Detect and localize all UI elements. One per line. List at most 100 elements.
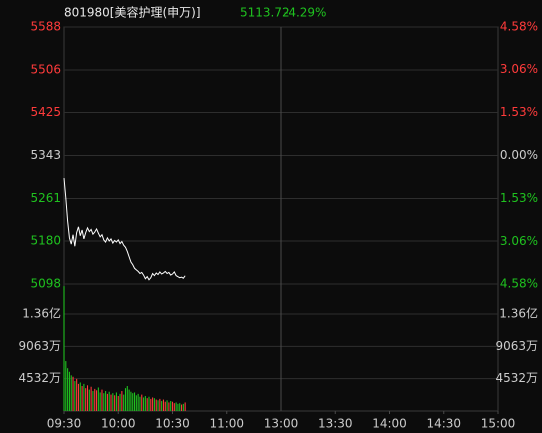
volume-bar: [81, 386, 83, 411]
volume-bar: [180, 404, 183, 411]
y-tick-label: 5588: [30, 20, 61, 34]
volume-bar: [171, 401, 174, 411]
volume-bar: [68, 371, 70, 411]
volume-bar: [105, 391, 107, 411]
volume-bar: [121, 391, 123, 411]
volume-bar: [90, 386, 92, 411]
volume-bar: [77, 383, 80, 411]
x-tick-label: 14:30: [426, 417, 461, 431]
volume-bar: [70, 375, 72, 411]
volume-bar: [162, 399, 165, 411]
volume-bar: [117, 396, 119, 411]
y2-tick-label: 4532万: [495, 371, 538, 385]
volume-bar: [137, 393, 139, 411]
volume-bar: [106, 393, 108, 411]
volume-bar: [155, 399, 157, 411]
volume-bar: [175, 402, 177, 411]
volume-bar: [97, 387, 99, 411]
volume-bar: [157, 400, 159, 411]
volume-bar: [166, 400, 168, 411]
volume-bar: [115, 392, 117, 411]
volume-bar: [126, 386, 128, 411]
y2-tick-label: 1.53%: [500, 105, 538, 119]
volume-bar: [141, 394, 143, 411]
volume-bar: [119, 393, 121, 411]
y2-tick-label: 1.36亿: [499, 305, 538, 320]
y-tick-label: 5180: [30, 233, 61, 247]
volume-bar: [150, 398, 152, 411]
volume-bar: [108, 391, 110, 411]
volume-bar: [148, 396, 150, 411]
volume-bar: [92, 391, 94, 411]
volume-bar: [123, 394, 125, 411]
volume-bar: [164, 401, 166, 411]
x-tick-label: 09:30: [47, 417, 82, 431]
volume-bar: [85, 388, 87, 411]
chart-title: 801980[美容护理(申万)]: [64, 5, 201, 20]
volume-bar: [179, 403, 181, 411]
volume-bar: [94, 388, 96, 411]
y-tick-label: 5261: [30, 191, 61, 205]
volume-bar: [63, 286, 65, 411]
volume-bar: [144, 396, 146, 411]
y-tick-label: 5343: [30, 148, 61, 162]
y-tick-label: 5425: [30, 105, 61, 119]
volume-bar: [128, 389, 130, 411]
y2-tick-label: 3.06%: [500, 234, 538, 248]
y2-tick-label: 3.06%: [500, 62, 538, 76]
y2-tick-label: 4.58%: [500, 277, 538, 291]
last-price: 5113.72: [240, 6, 290, 20]
volume-bar: [170, 401, 172, 411]
volume-bar: [139, 396, 141, 411]
volume-bar: [74, 381, 76, 411]
volume-bar: [72, 376, 74, 411]
volume-bar: [101, 389, 103, 411]
x-tick-label: 10:00: [101, 417, 136, 431]
volume-bar: [96, 390, 98, 411]
price-line: [63, 178, 186, 281]
volume-bar: [99, 392, 101, 411]
volume-bar: [114, 395, 116, 411]
volume-bar: [88, 389, 90, 411]
volume-bar: [83, 383, 85, 411]
x-tick-label: 10:30: [155, 417, 190, 431]
volume-bar: [67, 368, 69, 411]
y2-tick-label: 4.58%: [500, 20, 538, 34]
y2-tick-label: 1.53%: [500, 191, 538, 205]
x-tick-label: 13:00: [264, 417, 299, 431]
volume-bar: [182, 403, 184, 411]
volume-bar: [130, 391, 132, 411]
volume-bar: [76, 378, 78, 411]
volume-bar: [161, 401, 163, 411]
y-tick-label: 4532万: [18, 371, 61, 385]
volume-bar: [159, 398, 161, 411]
volume-bar: [177, 403, 179, 411]
x-tick-label: 14:00: [372, 417, 407, 431]
volume-bar: [143, 397, 145, 411]
volume-bar: [65, 361, 67, 411]
volume-bar: [173, 403, 175, 411]
volume-bar: [168, 402, 170, 411]
volume-bar: [112, 393, 114, 411]
x-tick-label: 11:00: [209, 417, 244, 431]
change: -4.29%: [284, 6, 326, 20]
volume-bar: [153, 398, 155, 411]
volume-bar: [103, 393, 105, 411]
x-tick-label: 15:00: [481, 417, 516, 431]
volume-bar: [124, 388, 127, 411]
y-tick-label: 5506: [30, 63, 61, 77]
volume-bar: [135, 395, 137, 411]
y2-tick-label: 9063万: [495, 339, 538, 353]
y2-tick-label: 0.00%: [500, 148, 538, 162]
volume-bar: [133, 392, 136, 411]
volume-bar: [152, 397, 154, 411]
volume-bar: [132, 393, 134, 411]
volume-bar: [79, 382, 81, 411]
y-tick-label: 1.36亿: [22, 305, 61, 320]
x-tick-label: 13:30: [318, 417, 353, 431]
volume-bar: [146, 398, 148, 411]
y-tick-label: 9063万: [18, 339, 61, 353]
